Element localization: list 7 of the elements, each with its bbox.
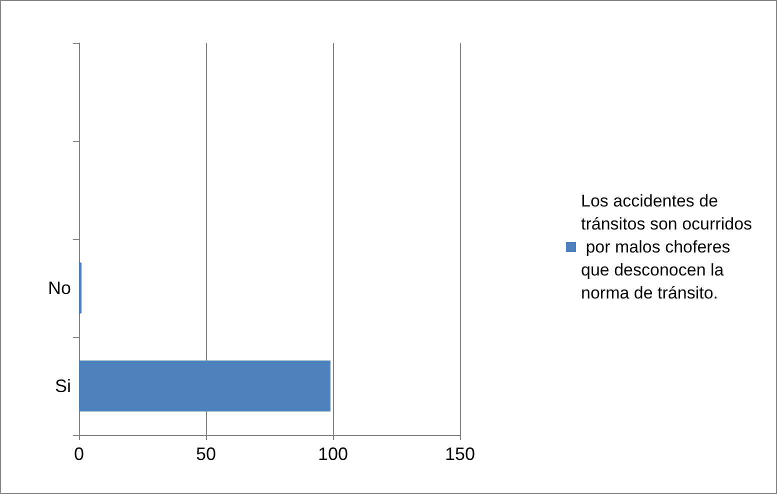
x-tick-label: 50 <box>196 444 216 464</box>
x-tick-label: 150 <box>444 444 476 464</box>
x-tick-label: 100 <box>318 444 348 464</box>
y-tick-label: Si <box>54 376 71 396</box>
x-tick-label: 0 <box>74 444 84 464</box>
legend-label: Los accidentes de tránsitos son ocurridos por malos choferes que desconocen la norma de tránsito. <box>581 192 752 302</box>
y-tick-label: No <box>48 278 71 298</box>
